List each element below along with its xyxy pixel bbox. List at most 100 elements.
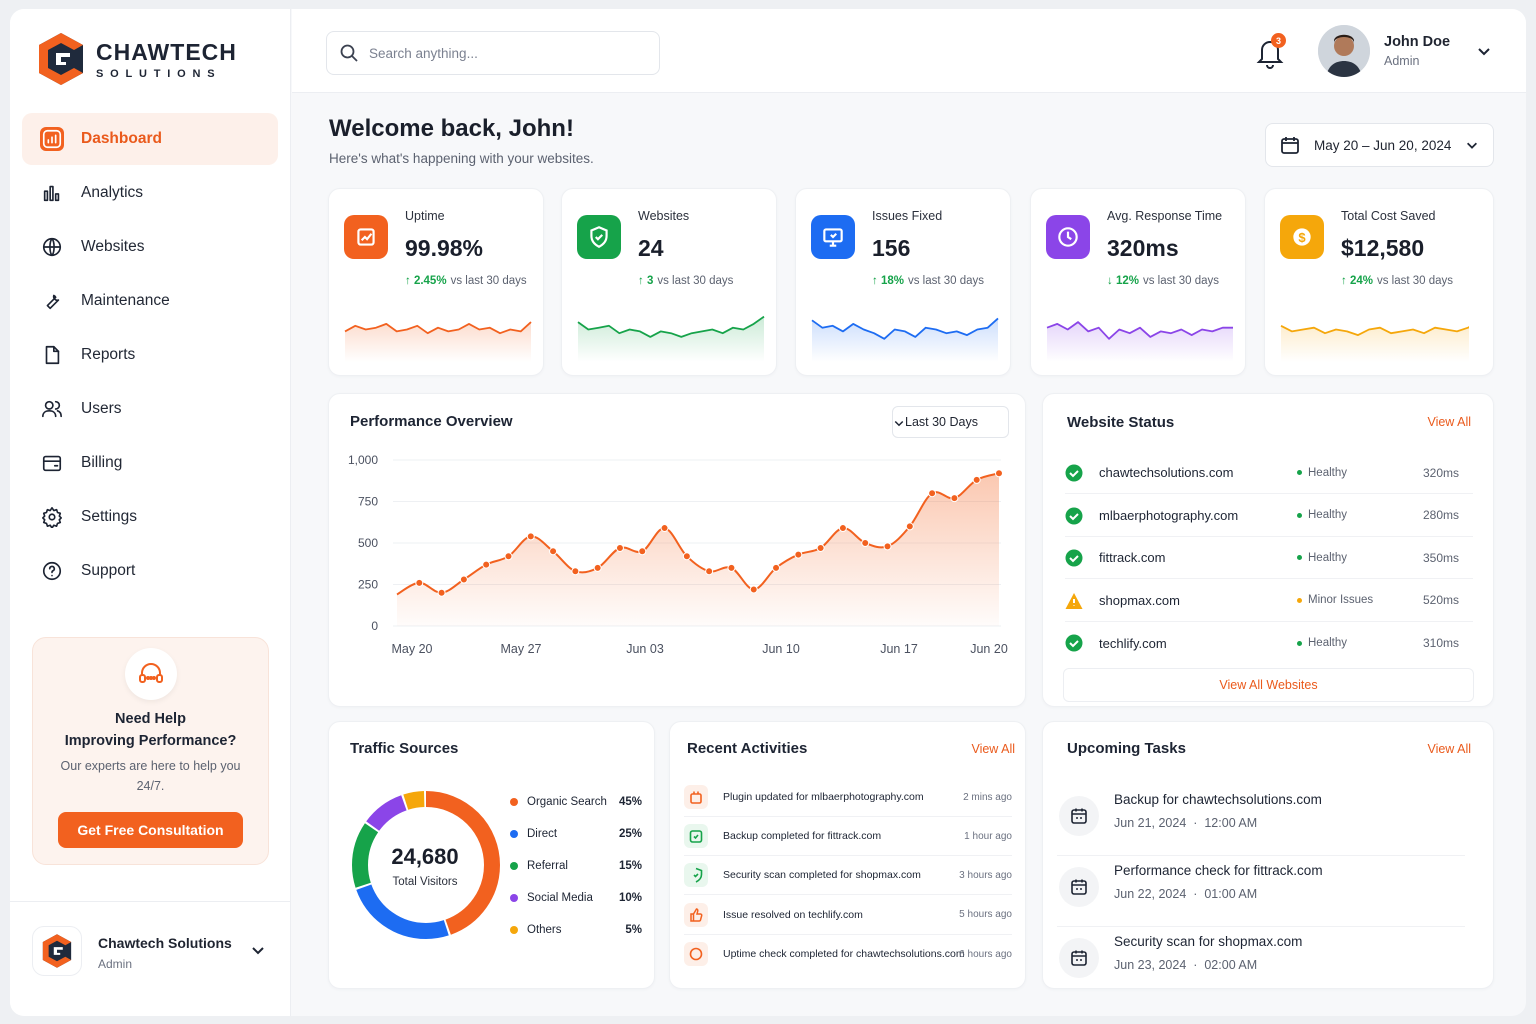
sidebar-item-settings[interactable]: Settings	[22, 491, 278, 543]
kpi-sparkline	[1046, 321, 1233, 362]
sidebar-item-support[interactable]: Support	[22, 545, 278, 597]
website-domain[interactable]: shopmax.com	[1099, 592, 1180, 608]
sparkline-line	[1280, 324, 1469, 336]
website-row[interactable]: fittrack.com Healthy 350ms	[1065, 537, 1473, 579]
chevron-down-icon[interactable]	[250, 942, 266, 958]
status-badge: Healthy	[1297, 637, 1347, 649]
sidebar-item-label: Support	[81, 562, 136, 579]
legend-item: Referral 15%	[510, 850, 642, 882]
data-point[interactable]	[838, 524, 847, 533]
kpi-card-websites[interactable]: Websites 24 ↑ 3 vs last 30 days	[561, 188, 777, 376]
search-input[interactable]	[369, 45, 639, 61]
data-point[interactable]	[816, 543, 825, 552]
donut-slice-direct[interactable]	[352, 791, 500, 939]
data-point[interactable]	[638, 547, 647, 556]
tasks-view-all[interactable]: View All	[1427, 742, 1471, 756]
user-role: Admin	[1384, 54, 1420, 68]
task-row[interactable]: Backup for chawtechsolutions.com Jun 21, …	[1057, 786, 1465, 856]
data-point[interactable]	[437, 588, 446, 597]
website-domain[interactable]: chawtechsolutions.com	[1099, 465, 1234, 480]
kpi-card-total-cost-saved[interactable]: $ Total Cost Saved $12,580 ↑ 24% vs last 30 …	[1264, 188, 1494, 376]
activity-row[interactable]: Security scan completed for shopmax.com 3…	[684, 856, 1012, 896]
kpi-sparkline	[344, 321, 532, 362]
sidebar-item-billing[interactable]: Billing	[22, 437, 278, 489]
website-row[interactable]: shopmax.com Minor Issues 520ms	[1065, 580, 1473, 622]
kpi-change-suffix: vs last 30 days	[907, 275, 985, 287]
range-dropdown[interactable]: Last 30 Days	[892, 406, 1009, 438]
separator: ·	[1186, 887, 1205, 901]
search-box[interactable]	[326, 31, 660, 75]
data-point[interactable]	[682, 552, 691, 561]
date-range-picker[interactable]: May 20 – Jun 20, 2024	[1265, 123, 1494, 167]
website-row[interactable]: mlbaerphotography.com Healthy 280ms	[1065, 495, 1473, 537]
sidebar-item-reports[interactable]: Reports	[22, 329, 278, 381]
data-point[interactable]	[950, 494, 959, 503]
data-point[interactable]	[861, 539, 870, 547]
data-point[interactable]	[995, 469, 1003, 478]
data-point[interactable]	[660, 524, 669, 533]
data-point[interactable]	[415, 578, 424, 587]
data-point[interactable]	[772, 563, 781, 572]
x-tick-label: Jun 10	[762, 642, 800, 656]
users-icon	[40, 397, 64, 421]
monitor-icon	[811, 215, 855, 259]
data-point[interactable]	[972, 475, 981, 484]
data-point[interactable]	[905, 522, 914, 531]
data-point[interactable]	[504, 552, 513, 561]
shield-icon	[684, 863, 708, 888]
website-domain[interactable]: mlbaerphotography.com	[1099, 507, 1239, 523]
data-point[interactable]	[526, 532, 535, 541]
data-point[interactable]	[615, 543, 624, 552]
company-switcher[interactable]: Chawtech Solutions Admin	[10, 901, 291, 1016]
get-consultation-button[interactable]: Get Free Consultation	[58, 812, 243, 848]
sidebar-item-websites[interactable]: Websites	[22, 221, 278, 273]
donut-slice-referral[interactable]	[352, 791, 500, 939]
status-badge: Minor Issues	[1297, 594, 1373, 606]
notification-badge: 3	[1271, 33, 1286, 48]
data-point[interactable]	[749, 585, 758, 594]
data-point[interactable]	[727, 563, 736, 572]
sparkline-area	[1281, 325, 1469, 362]
activity-row[interactable]: Uptime check completed for chawtechsolut…	[684, 935, 1012, 974]
kpi-sparkline	[1280, 324, 1469, 362]
chevron-down-icon[interactable]	[1476, 43, 1492, 59]
data-point[interactable]	[571, 567, 580, 576]
notifications-button[interactable]: 3	[1254, 33, 1288, 71]
website-domain[interactable]: fittrack.com	[1099, 550, 1166, 565]
sidebar-item-analytics[interactable]: Analytics	[22, 167, 278, 219]
kpi-card-issues-fixed[interactable]: Issues Fixed 156 ↑ 18% vs last 30 days	[795, 188, 1011, 376]
brand-tagline: SOLUTIONS	[96, 67, 222, 80]
calendar-icon	[1059, 796, 1099, 836]
data-point[interactable]	[794, 550, 803, 559]
website-status-view-all[interactable]: View All	[1427, 415, 1471, 429]
data-point[interactable]	[593, 563, 602, 572]
activity-row[interactable]: Plugin updated for mlbaerphotography.com…	[684, 778, 1012, 817]
activity-row[interactable]: Issue resolved on techlify.com 5 hours ag…	[684, 896, 1012, 935]
sidebar-item-users[interactable]: Users	[22, 383, 278, 435]
data-point[interactable]	[482, 560, 491, 569]
data-point[interactable]	[883, 542, 892, 551]
legend-percent: 15%	[618, 860, 642, 872]
view-all-websites-button[interactable]: View All Websites	[1063, 668, 1474, 702]
sidebar-item-maintenance[interactable]: Maintenance	[22, 275, 278, 327]
task-row[interactable]: Security scan for shopmax.com Jun 23, 202…	[1057, 928, 1465, 998]
kpi-value: 156	[872, 235, 911, 261]
data-point[interactable]	[705, 567, 714, 576]
donut-slice-organic-search[interactable]	[352, 791, 500, 939]
response-time: 280ms	[1422, 508, 1459, 522]
activity-row[interactable]: Backup completed for fittrack.com 1 hour …	[684, 817, 1012, 857]
data-point[interactable]	[459, 575, 468, 584]
activities-view-all[interactable]: View All	[971, 742, 1015, 756]
activity-text: Security scan completed for shopmax.com	[723, 869, 921, 882]
data-point[interactable]	[549, 547, 558, 556]
website-domain[interactable]: techlify.com	[1099, 635, 1167, 651]
sidebar-item-dashboard[interactable]: Dashboard	[22, 113, 278, 165]
kpi-card-uptime[interactable]: Uptime 99.98% ↑ 2.45% vs last 30 days	[328, 188, 544, 376]
brand-logo[interactable]: CHAWTECH SOLUTIONS	[36, 31, 237, 87]
kpi-card-avg-response-time[interactable]: Avg. Response Time 320ms ↓ 12% vs last 30 d…	[1030, 188, 1246, 376]
website-row[interactable]: techlify.com Healthy 310ms	[1065, 622, 1473, 664]
task-row[interactable]: Performance check for fittrack.com Jun 22…	[1057, 857, 1465, 927]
data-point[interactable]	[928, 489, 937, 498]
user-menu[interactable]: John Doe Admin	[1318, 25, 1490, 77]
website-row[interactable]: chawtechsolutions.com Healthy 320ms	[1065, 452, 1473, 494]
